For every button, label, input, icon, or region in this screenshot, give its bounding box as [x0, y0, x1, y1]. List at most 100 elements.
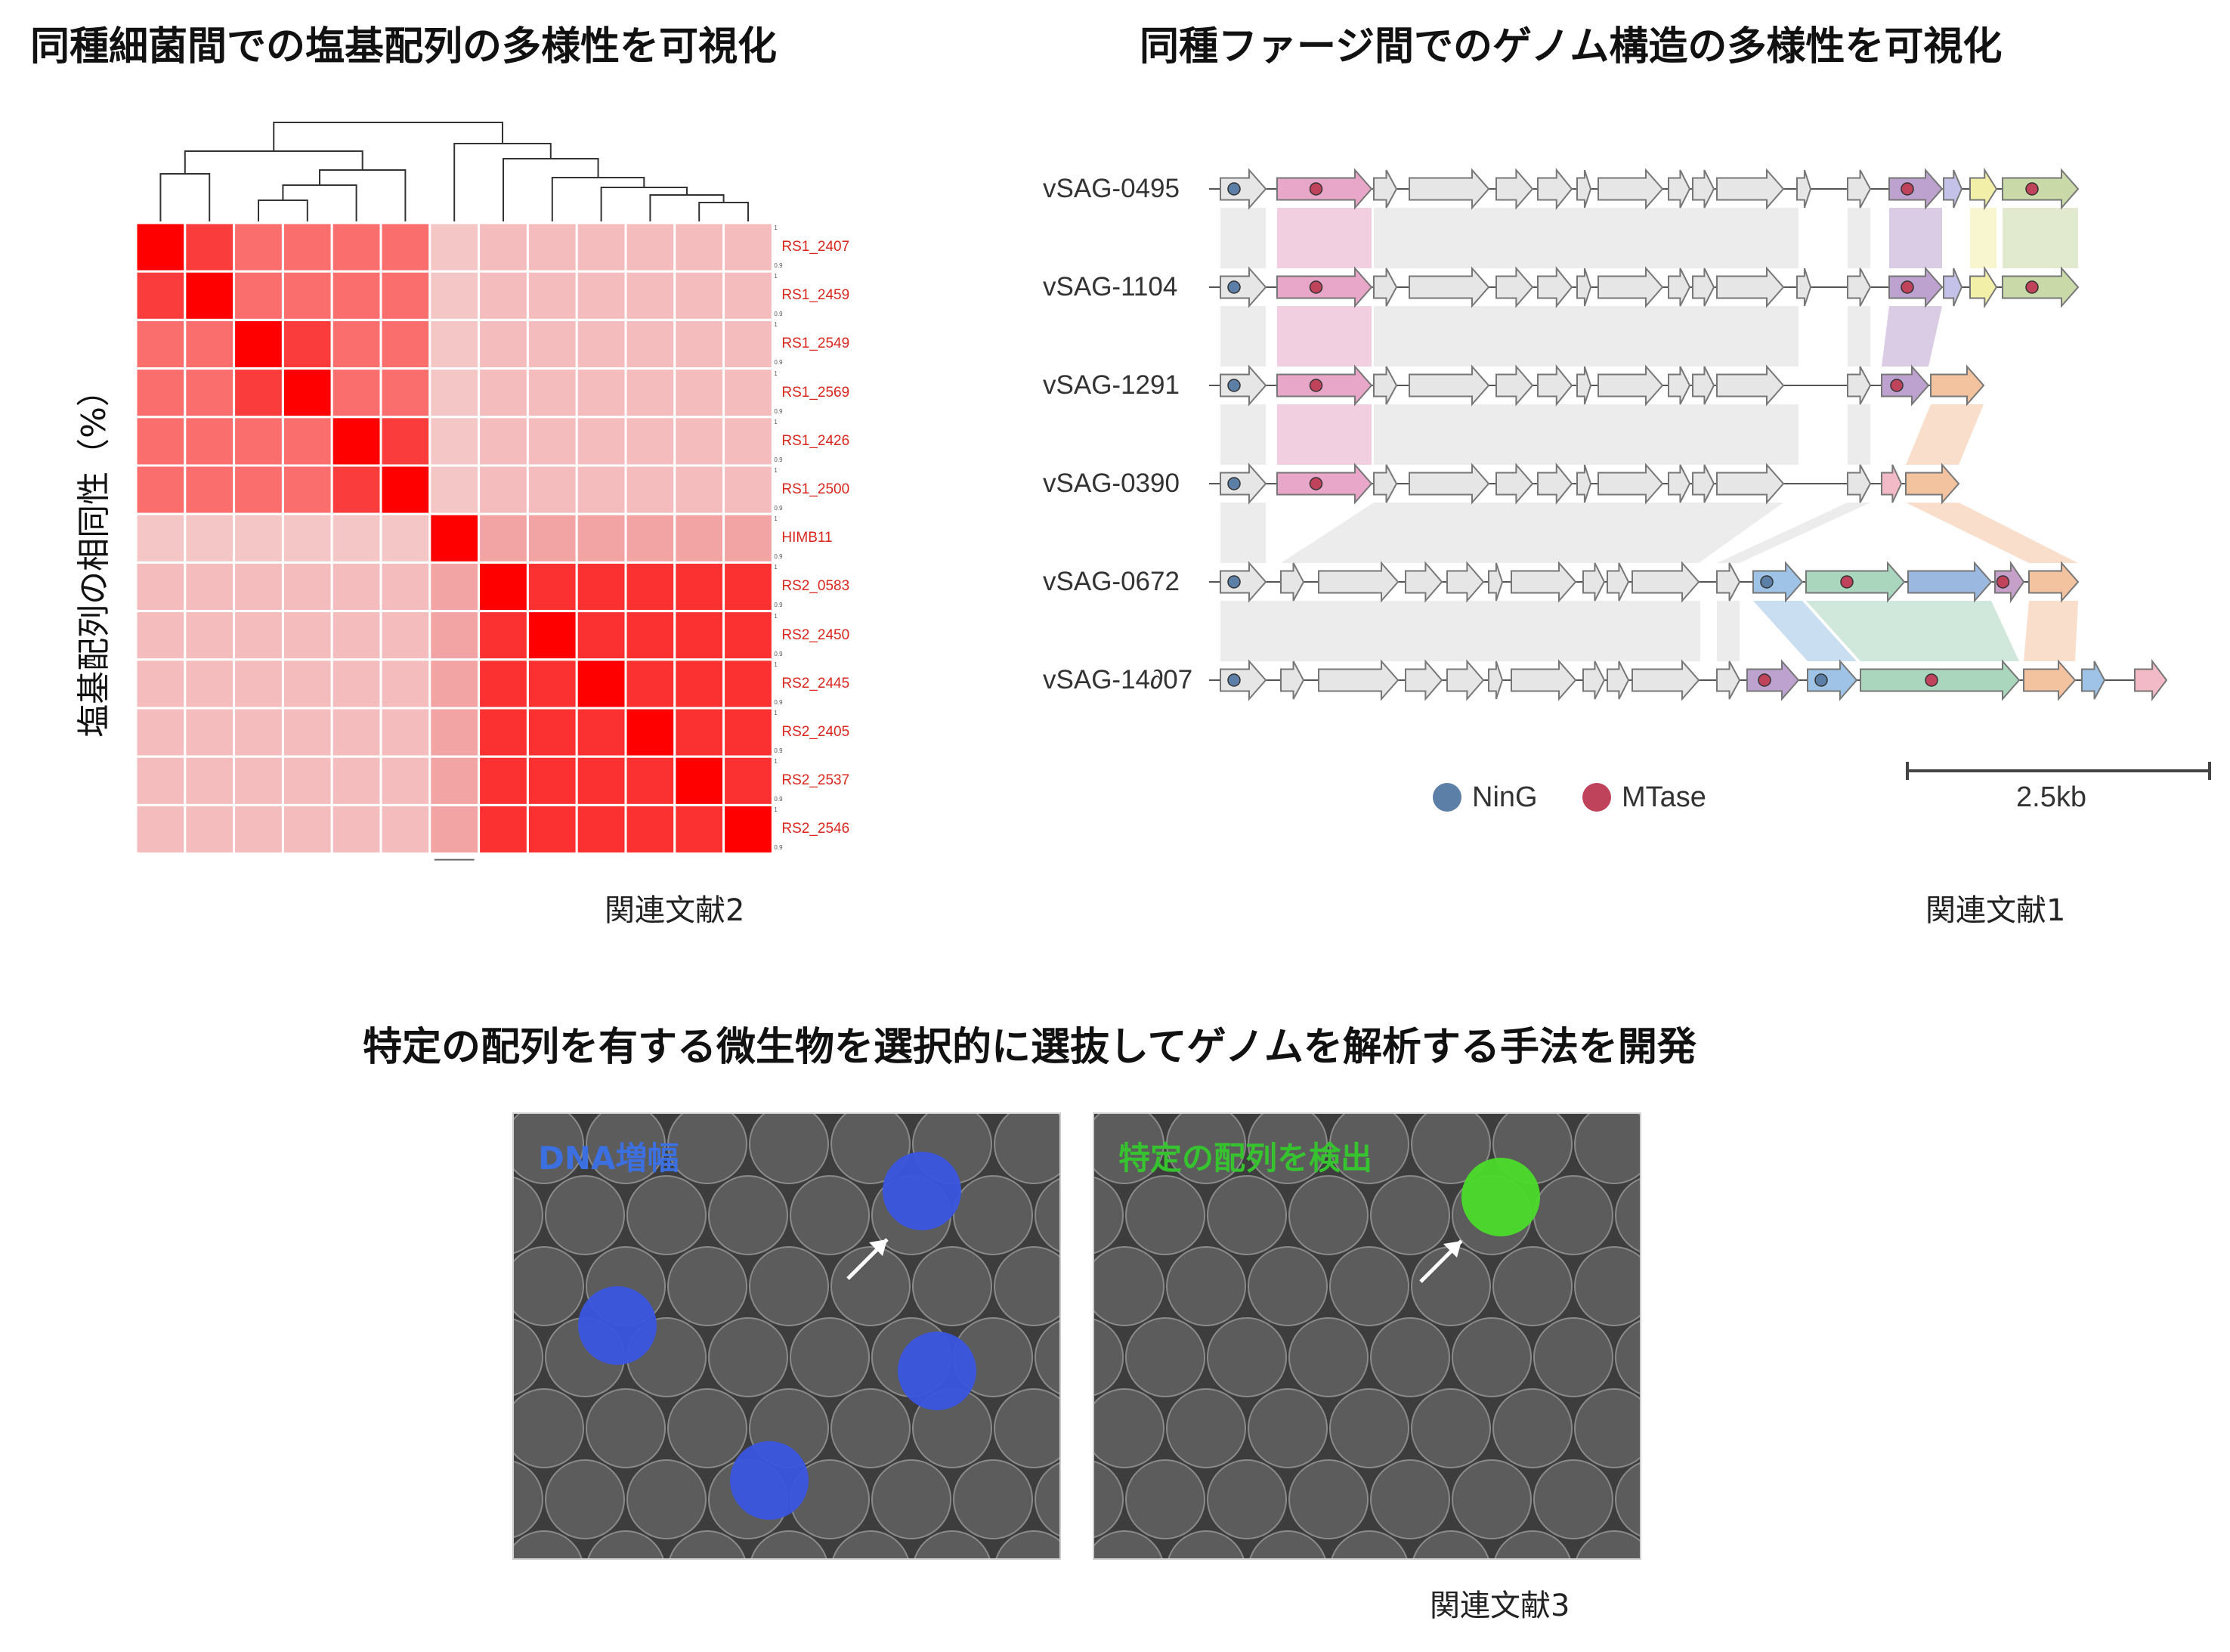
heatmap-cell [136, 367, 187, 419]
homology-band [1220, 208, 1266, 268]
droplet [1094, 1246, 1164, 1326]
heatmap-cell [184, 464, 236, 515]
droplet [1615, 1177, 1640, 1253]
heatmap-cell [478, 318, 529, 370]
heatmap-cell [379, 464, 431, 515]
heatmap-cell [330, 318, 382, 370]
heatmap-cell [478, 755, 529, 806]
heatmap-scale-tick: 1 [774, 321, 778, 329]
gene-arrow [1537, 266, 1573, 308]
mtase-marker [1309, 182, 1323, 196]
heatmap-cell [330, 803, 382, 855]
heatmap-cell [428, 610, 481, 661]
droplet [871, 1459, 951, 1539]
droplet-field-detection [1094, 1114, 1640, 1558]
gene-arrow [1930, 364, 1985, 407]
droplet [995, 1530, 1059, 1558]
droplet [626, 1175, 707, 1255]
heatmap-cell [379, 561, 431, 613]
heatmap-cell [722, 464, 774, 515]
heatmap-cell [526, 221, 578, 273]
heatmap-cell [281, 221, 333, 273]
mtase-marker [2025, 182, 2039, 196]
gene-arrow [1582, 562, 1606, 602]
heatmap-cell [722, 803, 774, 855]
gene-arrow [1716, 364, 1785, 407]
heatmap-cell [673, 512, 725, 564]
mtase-marker [1840, 575, 1854, 589]
heatmap-scale-tick: 0.9 [774, 505, 783, 512]
droplet [912, 1246, 992, 1326]
genome-structure-diagram [1209, 167, 2168, 701]
droplet [1370, 1459, 1450, 1539]
heatmap-cell [722, 610, 774, 661]
heatmap-cell [478, 707, 529, 758]
droplet [514, 1318, 543, 1397]
heatmap-cell [673, 803, 725, 855]
heatmap-cell [575, 707, 627, 758]
gene-arrow [1582, 660, 1606, 700]
gene-arrow [1576, 366, 1592, 405]
droplet [514, 1246, 584, 1326]
heatmap-cell [526, 270, 578, 321]
heatmap-scale-tick: 0.9 [774, 602, 783, 609]
heatmap-cell [673, 707, 725, 758]
heatmap-strain-label: RS1_2569 [781, 384, 850, 401]
homology-band [1717, 601, 1740, 661]
heatmap-cell [526, 707, 578, 758]
droplet [1492, 1246, 1573, 1326]
mtase-legend-label: MTase [1622, 781, 1706, 813]
gene-arrow [1276, 266, 1373, 308]
heatmap-cell [428, 464, 481, 515]
gene-arrow [2134, 659, 2168, 701]
heatmap-cell [478, 658, 529, 710]
homology-band [1848, 404, 1870, 465]
droplet [1331, 1530, 1408, 1558]
heatmap-cell [184, 610, 236, 661]
heatmap-scale-tick: 0.9 [774, 553, 783, 561]
heatmap-cell [575, 658, 627, 710]
gene-arrow [1446, 659, 1485, 701]
gene-arrow [1220, 659, 1267, 701]
heatmap-cell [526, 755, 578, 806]
heatmap-cell [673, 610, 725, 661]
homology-band [1220, 601, 1700, 661]
heatmap-cell [478, 367, 529, 419]
droplet [1288, 1459, 1369, 1539]
heatmap-strain-label: RS2_2537 [781, 772, 850, 789]
heatmap-figure [136, 122, 774, 861]
gene-arrow [1752, 561, 1804, 603]
gene-arrow [1276, 168, 1373, 210]
droplet [626, 1459, 707, 1539]
homology-band [1220, 306, 1266, 367]
heatmap-cell [233, 755, 284, 806]
heatmap-cell [136, 318, 187, 370]
heatmap-cell [136, 221, 187, 273]
heatmap-cell [673, 270, 725, 321]
droplet [1094, 1530, 1163, 1558]
droplet [1411, 1388, 1491, 1468]
signal-droplet [578, 1286, 657, 1365]
scale-bar [1906, 762, 2211, 780]
heatmap-strain-label: RS2_2445 [781, 675, 850, 691]
homology-band [1717, 503, 1870, 563]
gene-arrow [1597, 168, 1664, 210]
droplet [830, 1388, 911, 1468]
droplet [790, 1317, 870, 1397]
heatmap-cell [136, 561, 187, 613]
heatmap-cell [379, 367, 431, 419]
droplet [545, 1175, 625, 1255]
heatmap-cell [184, 658, 236, 710]
droplet [1207, 1317, 1287, 1397]
heatmap-cell [624, 561, 676, 613]
droplet [1574, 1246, 1640, 1326]
heatmap-scale-tick: 1 [774, 273, 778, 280]
dendrogram-branch [258, 200, 308, 221]
heatmap-scale-tick: 0.9 [774, 311, 783, 318]
droplet [1094, 1114, 1164, 1184]
gene-arrow [1318, 561, 1400, 603]
droplet [1329, 1246, 1409, 1326]
dendrogram-branch [159, 173, 211, 221]
heatmap-scale-tick: 0.9 [774, 359, 783, 367]
gene-arrow [1716, 168, 1785, 210]
